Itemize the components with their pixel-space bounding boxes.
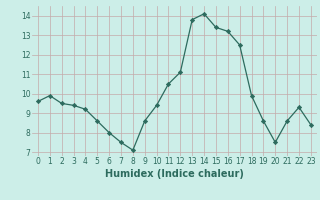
X-axis label: Humidex (Indice chaleur): Humidex (Indice chaleur) xyxy=(105,169,244,179)
